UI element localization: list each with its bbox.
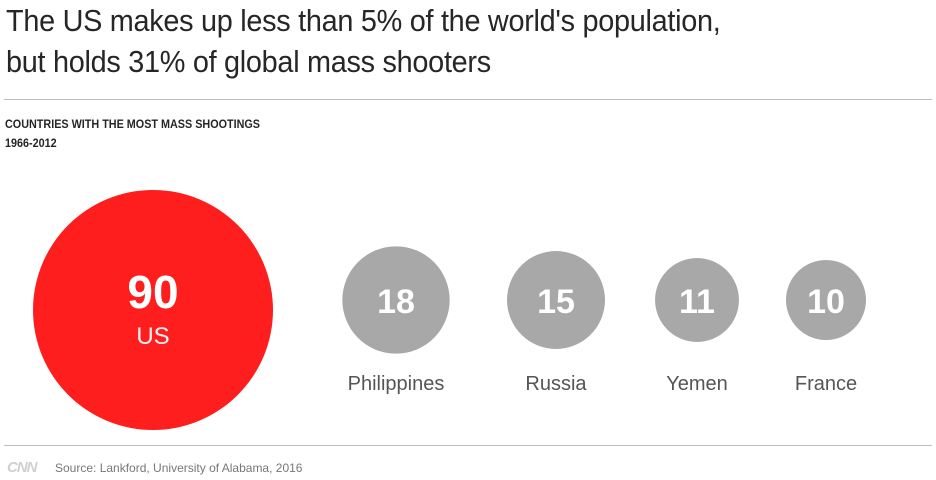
category-label-philippines: Philippines: [348, 373, 445, 395]
value-label-us: 90: [127, 266, 178, 318]
category-label-russia: Russia: [525, 373, 587, 395]
bubble-russia: [507, 251, 605, 349]
value-label-russia: 15: [537, 283, 575, 321]
bubble-france: [786, 260, 866, 340]
chart-title: COUNTRIES WITH THE MOST MASS SHOOTINGS: [5, 117, 261, 131]
cnn-logo: CNN: [7, 459, 37, 476]
headline: The US makes up less than 5% of the worl…: [6, 0, 862, 82]
headline-line-1: The US makes up less than 5% of the worl…: [6, 3, 721, 38]
chart-subtitle: 1966-2012: [5, 136, 57, 150]
source-note: Source: Lankford, University of Alabama,…: [55, 461, 303, 475]
bottom-divider: [4, 445, 932, 446]
bubble-yemen: [655, 258, 739, 342]
value-label-france: 10: [807, 283, 845, 321]
headline-line-2: but holds 31% of global mass shooters: [6, 44, 491, 79]
top-divider: [4, 99, 932, 100]
category-label-us: US: [136, 323, 169, 350]
category-label-yemen: Yemen: [666, 373, 728, 395]
bubble-philippines: [342, 246, 450, 354]
bubble-group: 90 US 18 Philippines 15 Russia 11 Yemen 10 France: [33, 190, 866, 430]
value-label-philippines: 18: [377, 283, 415, 321]
value-label-yemen: 11: [679, 283, 715, 321]
bubble-us: [33, 190, 273, 430]
category-label-france: France: [795, 373, 857, 395]
